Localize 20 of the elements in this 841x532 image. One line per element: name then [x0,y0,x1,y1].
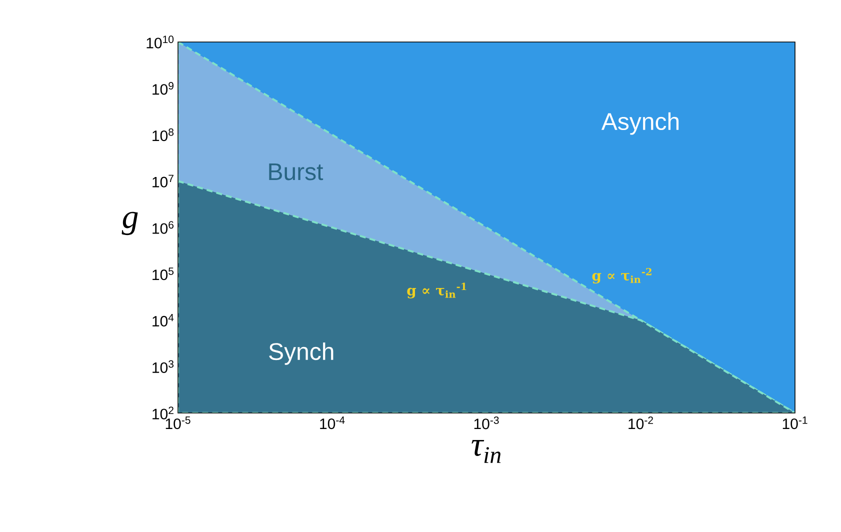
y-tick-label: 10$^{2}$ [152,406,174,420]
annotation: Burst [269,163,324,180]
y-tick-label: 10$^{4}$ [152,314,174,327]
annotation: Asynch [601,112,679,135]
y-tick-label: 10$^{7}$ [152,174,174,188]
x-tick-label: 10$^{-4}$ [320,416,345,430]
annotation: g ∝ τ$_{in}$-1 [407,282,466,298]
annotation: Synch [269,342,334,365]
y-tick-label: 10$^{9}$ [152,82,174,95]
y-axis-title: g [122,212,138,236]
y-tick-label: 10$^{10}$ [146,36,174,48]
y-tick-label: 10$^{3}$ [152,360,174,373]
x-tick-label: 10$^{-3}$ [474,416,499,430]
x-tick-label: 10$^{-2}$ [628,416,653,430]
annotation: g ∝ τ$_{in}$-2 [592,268,652,284]
x-tick-label: 10$^{-1}$ [782,416,808,430]
y-tick-label: 10$^{8}$ [152,128,174,142]
x-axis-title: τ$_{in}$ [472,440,501,463]
y-tick-label: 10$^{6}$ [152,221,174,234]
y-tick-label: 10$^{5}$ [152,268,174,280]
